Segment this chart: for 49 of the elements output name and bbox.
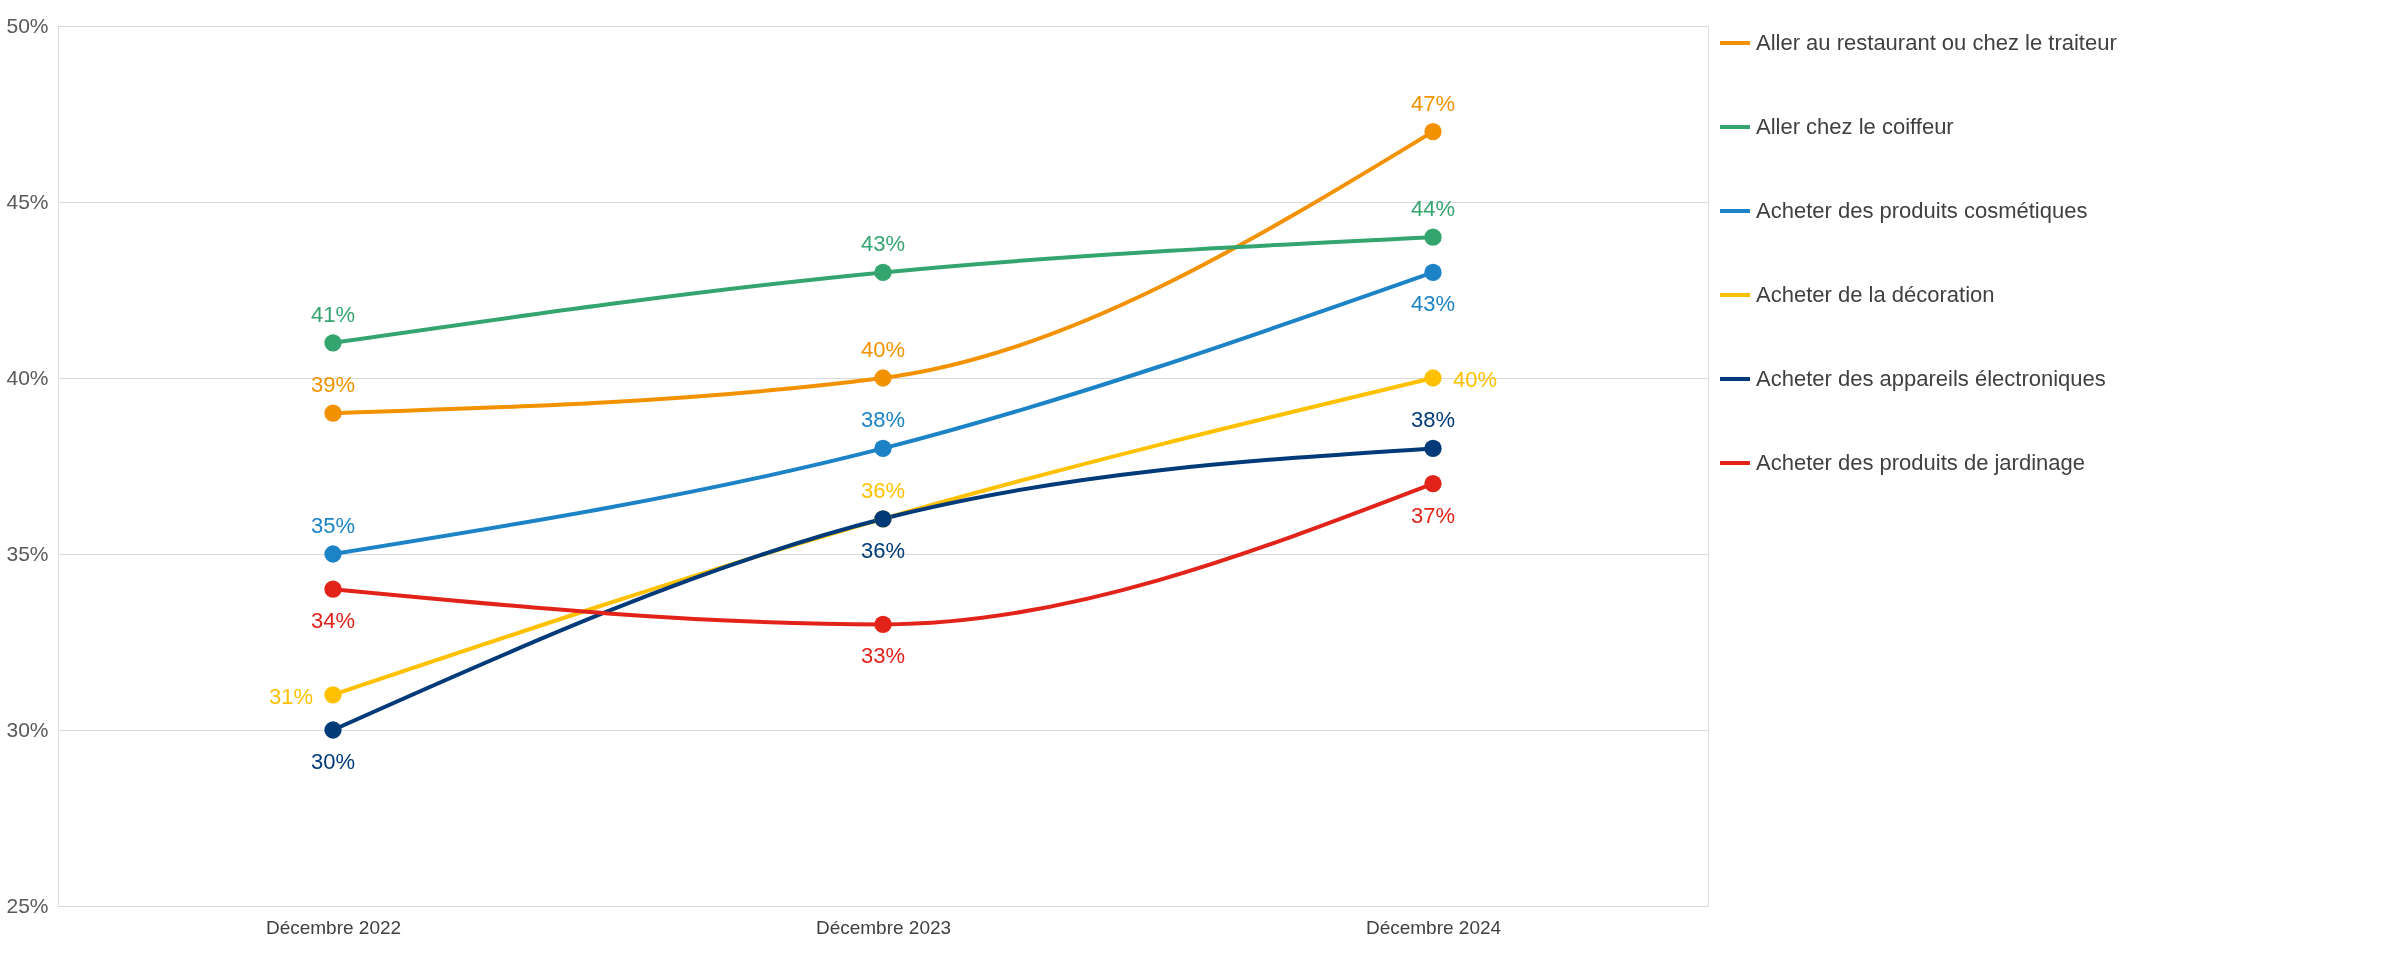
data-label: 43% bbox=[1410, 291, 1456, 317]
data-label: 39% bbox=[310, 372, 356, 398]
y-tick-label: 45% bbox=[6, 189, 49, 213]
point bbox=[324, 545, 342, 563]
data-label: 47% bbox=[1410, 90, 1456, 116]
legend-label: Aller chez le coiffeur bbox=[1756, 114, 1954, 139]
data-label: 36% bbox=[860, 537, 906, 563]
data-label: 38% bbox=[1410, 407, 1456, 433]
y-tick-label: 40% bbox=[6, 365, 49, 389]
legend-label: Acheter de la décoration bbox=[1756, 282, 1995, 307]
point bbox=[1424, 263, 1442, 282]
legend-label: Aller au restaurant ou chez le traiteur bbox=[1756, 30, 2117, 55]
data-label: 38% bbox=[860, 407, 906, 433]
x-tick-label: Décembre 2022 bbox=[265, 916, 402, 938]
point bbox=[874, 615, 892, 634]
point bbox=[874, 263, 892, 282]
point bbox=[324, 686, 342, 704]
data-label: 36% bbox=[860, 477, 906, 503]
point bbox=[1424, 122, 1442, 141]
point bbox=[324, 334, 342, 352]
point bbox=[324, 404, 342, 422]
data-label: 40% bbox=[1452, 367, 1498, 392]
point bbox=[874, 369, 892, 387]
y-tick-label: 25% bbox=[6, 893, 49, 917]
data-label: 40% bbox=[860, 337, 906, 362]
data-label: 37% bbox=[1410, 502, 1456, 528]
point bbox=[1424, 369, 1442, 387]
y-tick-label: 30% bbox=[6, 717, 49, 741]
legend-label: Acheter des appareils électroniques bbox=[1756, 366, 2106, 391]
y-tick-label: 35% bbox=[6, 541, 49, 565]
point bbox=[1424, 439, 1442, 458]
x-tick-label: Décembre 2023 bbox=[815, 916, 952, 938]
y-tick-label: 50% bbox=[6, 13, 49, 37]
data-label: 41% bbox=[310, 301, 356, 327]
data-label: 35% bbox=[310, 513, 356, 538]
point bbox=[324, 721, 342, 739]
point bbox=[1424, 228, 1442, 246]
data-label: 43% bbox=[860, 231, 906, 257]
data-label: 31% bbox=[268, 683, 314, 709]
data-label: 33% bbox=[860, 643, 906, 669]
x-tick-label: Décembre 2024 bbox=[1365, 916, 1502, 938]
data-label: 44% bbox=[1410, 196, 1456, 222]
point bbox=[1424, 474, 1442, 493]
legend-label: Acheter des produits de jardinage bbox=[1756, 450, 2085, 475]
legend-label: Acheter des produits cosmétiques bbox=[1756, 198, 2088, 223]
point bbox=[874, 439, 892, 458]
data-label: 30% bbox=[310, 749, 356, 774]
data-label: 34% bbox=[310, 608, 356, 634]
point bbox=[324, 580, 342, 598]
